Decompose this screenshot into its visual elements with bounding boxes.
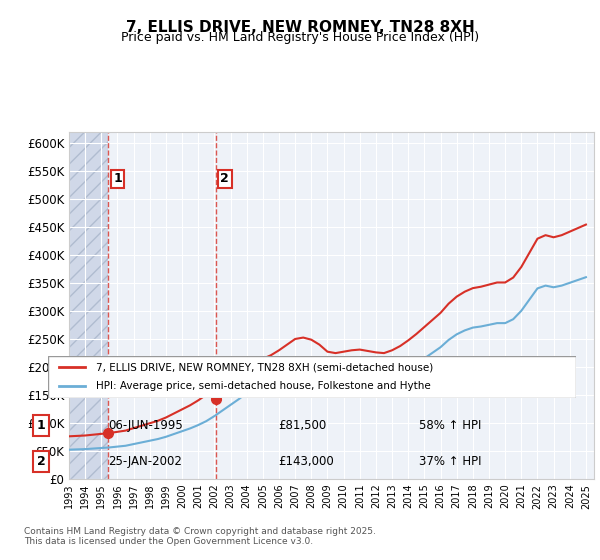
Text: 58% ↑ HPI: 58% ↑ HPI <box>419 419 481 432</box>
Text: 2: 2 <box>220 172 229 185</box>
Text: 2: 2 <box>37 455 45 468</box>
FancyBboxPatch shape <box>48 356 576 398</box>
Text: 25-JAN-2002: 25-JAN-2002 <box>109 455 182 468</box>
Text: 7, ELLIS DRIVE, NEW ROMNEY, TN28 8XH (semi-detached house): 7, ELLIS DRIVE, NEW ROMNEY, TN28 8XH (se… <box>95 362 433 372</box>
Text: 7, ELLIS DRIVE, NEW ROMNEY, TN28 8XH: 7, ELLIS DRIVE, NEW ROMNEY, TN28 8XH <box>125 20 475 35</box>
Text: Contains HM Land Registry data © Crown copyright and database right 2025.
This d: Contains HM Land Registry data © Crown c… <box>24 526 376 546</box>
Bar <box>69 132 108 479</box>
Text: 1: 1 <box>113 172 122 185</box>
Text: 06-JUN-1995: 06-JUN-1995 <box>109 419 184 432</box>
Text: £81,500: £81,500 <box>278 419 326 432</box>
Text: HPI: Average price, semi-detached house, Folkestone and Hythe: HPI: Average price, semi-detached house,… <box>95 381 430 391</box>
Text: 1: 1 <box>37 419 45 432</box>
Text: 37% ↑ HPI: 37% ↑ HPI <box>419 455 481 468</box>
Text: Price paid vs. HM Land Registry's House Price Index (HPI): Price paid vs. HM Land Registry's House … <box>121 31 479 44</box>
Text: £143,000: £143,000 <box>278 455 334 468</box>
